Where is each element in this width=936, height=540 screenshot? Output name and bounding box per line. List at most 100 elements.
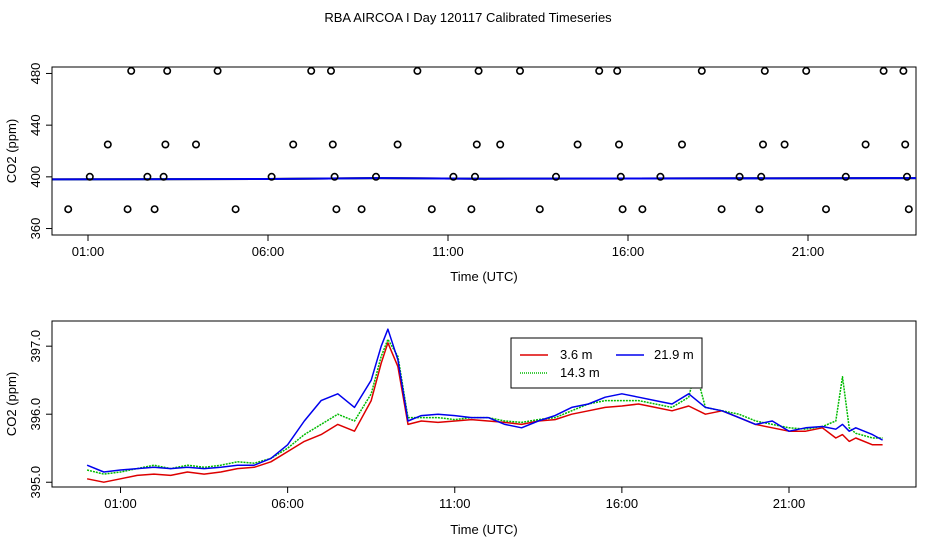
- top-data-point: [330, 172, 339, 181]
- top-data-point: [595, 66, 604, 75]
- top-data-point: [802, 66, 811, 75]
- top-x-tick-label: 06:00: [252, 244, 285, 259]
- top-data-point: [192, 140, 201, 149]
- top-data-point: [307, 66, 316, 75]
- top-data-point: [326, 66, 335, 75]
- bottom-y-tick-label: 396.0: [28, 398, 43, 431]
- top-data-point: [103, 140, 112, 149]
- bottom-x-tick-label: 11:00: [439, 496, 471, 511]
- top-data-point: [467, 205, 476, 214]
- top-data-point: [901, 140, 910, 149]
- bottom-x-tick-label: 06:00: [271, 496, 304, 511]
- top-data-point: [472, 140, 481, 149]
- top-data-point: [616, 172, 625, 181]
- top-data-point: [64, 205, 73, 214]
- top-data-point: [161, 140, 170, 149]
- top-x-axis: 01:00 06:00 11:00 16:00 21:00: [72, 234, 825, 259]
- top-data-point: [879, 66, 888, 75]
- top-data-point: [413, 66, 422, 75]
- top-y-axis: 360 400 440 480: [28, 63, 53, 240]
- top-data-point: [515, 66, 524, 75]
- top-data-point: [904, 205, 913, 214]
- top-data-point: [697, 66, 706, 75]
- bottom-x-tick-label: 01:00: [104, 496, 137, 511]
- chart-title: RBA AIRCOA I Day 120117 Calibrated Times…: [324, 10, 612, 25]
- top-x-tick-label: 16:00: [612, 244, 645, 259]
- top-data-point: [677, 140, 686, 149]
- top-y-tick-label: 440: [28, 114, 43, 136]
- top-data-point: [638, 205, 647, 214]
- bottom-y-tick-label: 397.0: [28, 330, 43, 363]
- top-data-point: [127, 66, 136, 75]
- top-data-point: [899, 66, 908, 75]
- legend-box: [510, 337, 703, 389]
- top-series-group: [51, 177, 917, 181]
- top-data-point: [474, 66, 483, 75]
- bottom-y-tick-label: 395.0: [28, 466, 43, 499]
- bottom-y-axis-label: CO2 (ppm): [4, 372, 19, 436]
- top-data-point: [535, 205, 544, 214]
- top-data-point: [780, 140, 789, 149]
- top-data-point: [123, 205, 132, 214]
- top-data-point: [159, 172, 168, 181]
- top-data-point: [289, 140, 298, 149]
- top-data-point: [427, 205, 436, 214]
- top-data-point: [393, 140, 402, 149]
- top-data-point: [841, 172, 850, 181]
- top-data-point: [470, 172, 479, 181]
- top-y-tick-label: 360: [28, 218, 43, 240]
- top-data-point: [618, 205, 627, 214]
- bottom-series-group: [86, 328, 883, 483]
- top-data-point: [614, 140, 623, 149]
- bottom-plot-frame: [51, 320, 917, 488]
- top-data-point: [613, 66, 622, 75]
- bottom-series-line-1: [86, 338, 883, 475]
- top-data-point: [332, 205, 341, 214]
- top-plot-frame: [51, 66, 917, 236]
- top-data-point: [760, 66, 769, 75]
- bottom-x-axis-label: Time (UTC): [450, 522, 517, 537]
- top-data-point: [551, 172, 560, 181]
- top-data-point: [143, 172, 152, 181]
- legend-label-21-9m: 21.9 m: [654, 347, 694, 362]
- top-x-tick-label: 21:00: [792, 244, 825, 259]
- top-y-axis-label: CO2 (ppm): [4, 119, 19, 183]
- bottom-series-line-2: [86, 328, 883, 473]
- top-data-point: [85, 172, 94, 181]
- bottom-x-axis: 01:00 06:00 11:00 16:00 21:00: [104, 486, 806, 511]
- bottom-x-tick-label: 21:00: [773, 496, 806, 511]
- top-data-point: [231, 205, 240, 214]
- top-panel: 01:00 06:00 11:00 16:00 21:00 360 400 440 480 T…: [4, 63, 917, 284]
- top-data-point: [757, 172, 766, 181]
- top-y-tick-label: 480: [28, 63, 43, 85]
- top-data-point: [328, 140, 337, 149]
- top-x-tick-label: 01:00: [72, 244, 105, 259]
- legend-label-14-3m: 14.3 m: [560, 365, 600, 380]
- legend-label-3-6m: 3.6 m: [560, 347, 593, 362]
- bottom-x-tick-label: 16:00: [606, 496, 639, 511]
- bottom-series-line-0: [86, 342, 883, 483]
- top-data-point: [758, 140, 767, 149]
- top-data-point: [717, 205, 726, 214]
- bottom-y-axis: 395.0 396.0 397.0: [28, 330, 53, 499]
- top-data-point: [573, 140, 582, 149]
- top-data-point: [755, 205, 764, 214]
- top-y-tick-label: 400: [28, 166, 43, 188]
- top-data-point: [496, 140, 505, 149]
- top-x-tick-label: 11:00: [432, 244, 464, 259]
- top-data-point: [821, 205, 830, 214]
- top-data-point: [449, 172, 458, 181]
- top-data-point: [656, 172, 665, 181]
- top-data-point: [357, 205, 366, 214]
- top-data-point: [371, 172, 380, 181]
- top-points-group: [64, 66, 913, 214]
- top-data-point: [735, 172, 744, 181]
- top-data-point: [861, 140, 870, 149]
- top-x-axis-label: Time (UTC): [450, 269, 517, 284]
- bottom-panel: 01:00 06:00 11:00 16:00 21:00 395.0 396.0 397.…: [4, 320, 917, 537]
- top-data-point: [163, 66, 172, 75]
- top-data-point: [150, 205, 159, 214]
- legend: 3.6 m 21.9 m 14.3 m: [510, 337, 703, 389]
- top-data-point: [902, 172, 911, 181]
